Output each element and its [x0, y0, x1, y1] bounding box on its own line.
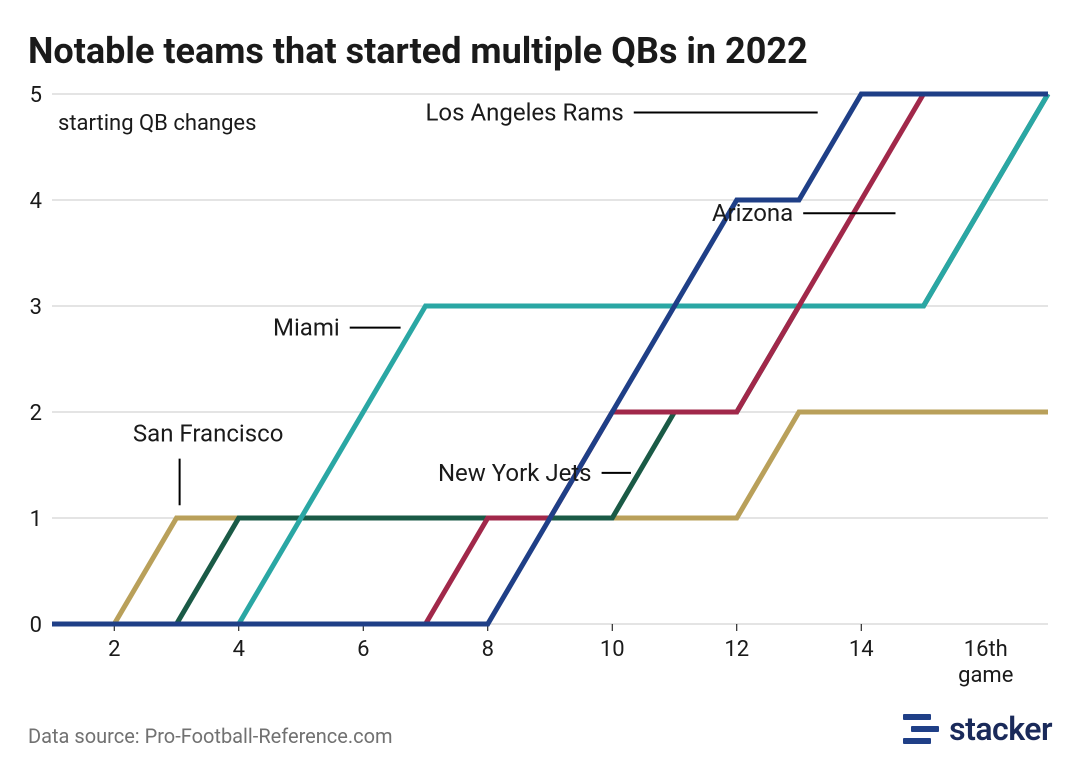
- x-tick-label-16th: 16th: [964, 637, 1008, 662]
- y-tick-label: 1: [30, 507, 42, 532]
- y-tick-label: 5: [30, 83, 42, 108]
- y-tick-label: 0: [30, 613, 42, 638]
- series-label: Miami: [273, 314, 340, 342]
- chart-svg: 012345starting QB changes246810121416thg…: [28, 82, 1052, 692]
- chart-title: Notable teams that started multiple QBs …: [28, 30, 1052, 72]
- series-label: Los Angeles Rams: [426, 99, 624, 127]
- x-tick-label: 8: [482, 637, 494, 662]
- x-tick-label: 6: [357, 637, 369, 662]
- x-tick-label: 10: [600, 637, 625, 662]
- x-tick-label: 2: [108, 637, 120, 662]
- brand-name: stacker: [949, 710, 1052, 748]
- series-label: San Francisco: [133, 420, 283, 448]
- chart-area: 012345starting QB changes246810121416thg…: [28, 82, 1052, 692]
- stacker-icon: [903, 714, 939, 744]
- y-tick-label: 2: [30, 401, 42, 426]
- x-tick-label: 12: [724, 637, 749, 662]
- series-label: New York Jets: [438, 459, 592, 487]
- y-axis-subtitle: starting QB changes: [58, 111, 256, 136]
- series-line: [52, 94, 1048, 624]
- x-tick-label-game: game: [958, 663, 1013, 688]
- y-tick-label: 3: [30, 295, 42, 320]
- x-tick-label: 4: [233, 637, 245, 662]
- series-line: [52, 94, 1048, 624]
- x-tick-label: 14: [849, 637, 874, 662]
- data-source: Data source: Pro-Football-Reference.com: [28, 724, 393, 748]
- y-tick-label: 4: [30, 189, 42, 214]
- series-label: Arizona: [712, 199, 793, 227]
- series-line: [52, 94, 1048, 624]
- series-line: [52, 94, 1048, 624]
- brand-logo: stacker: [903, 710, 1052, 748]
